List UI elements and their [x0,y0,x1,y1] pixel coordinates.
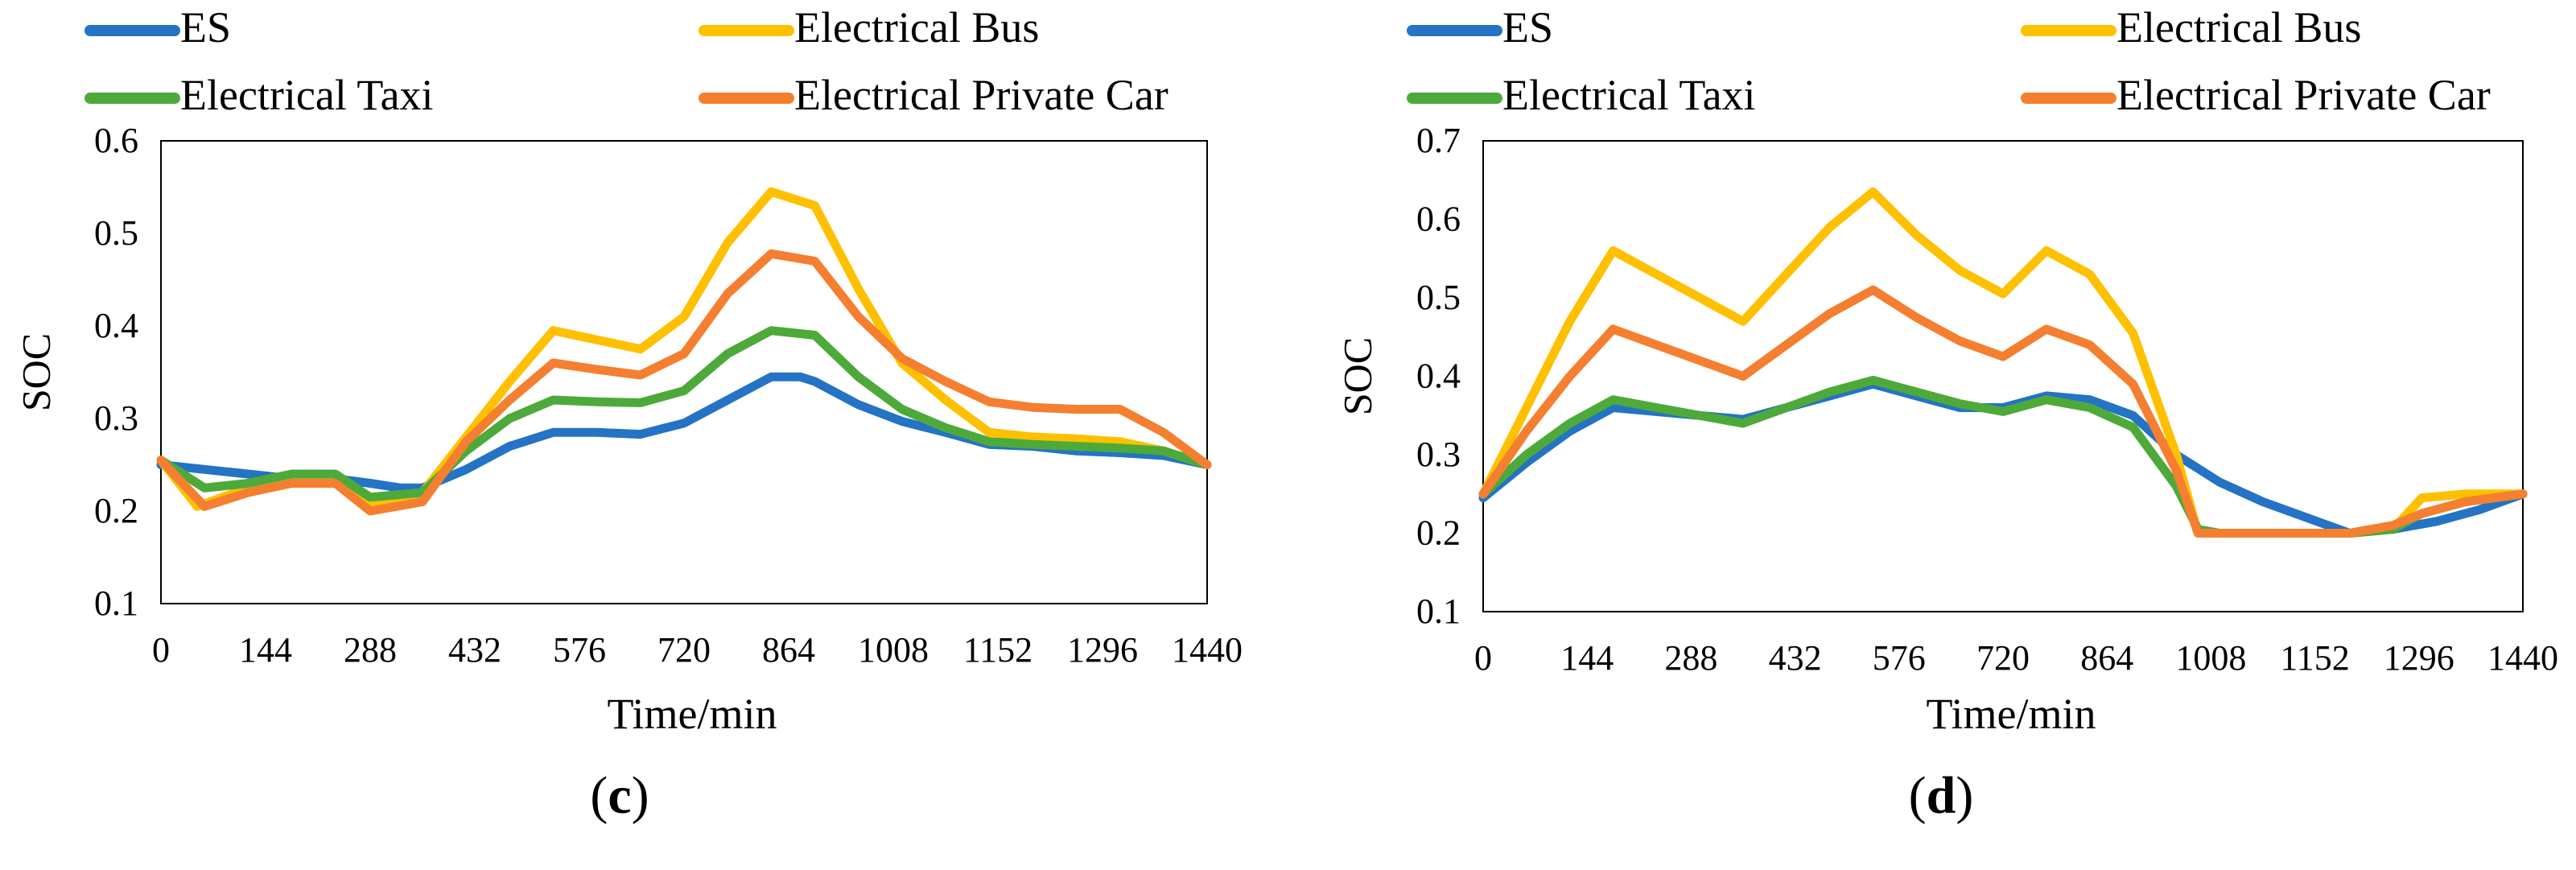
x-tick-label: 432 [448,630,501,670]
x-tick-label: 1440 [2487,638,2558,678]
plot-area-frame [1482,140,2524,612]
panel-label: (c) [590,766,649,825]
x-tick-label: 864 [762,630,815,670]
y-tick-label: 0.1 [1416,592,1461,631]
y-tick-label: 0.7 [1416,121,1461,160]
legend-label: Electrical Bus [794,3,1039,52]
y-tick-label: 0.4 [94,306,138,345]
y-axis-title: SOC [13,333,58,411]
legend-label: Electrical Private Car [794,71,1168,119]
x-tick-label: 576 [553,630,606,670]
panel-label-part: d [1927,766,1956,825]
x-axis-title: Time/min [607,690,777,738]
plot-area-frame [160,140,1208,604]
x-tick-label: 144 [1560,638,1614,678]
y-tick-label: 0.3 [94,398,138,438]
legend-label: Electrical Taxi [1502,71,1756,119]
panel-label: (d) [1909,766,1974,825]
x-tick-label: 720 [657,630,711,670]
x-tick-label: 288 [1664,638,1717,678]
y-tick-label: 0.5 [94,213,138,253]
x-tick-label: 0 [1474,638,1492,678]
legend-label: Electrical Taxi [180,71,434,119]
x-tick-label: 144 [239,630,292,670]
chart-panel-c: 0.1 0.2 0.3 0.4 0.5 0.6 0 144 288 432 576 720 864 100… [13,3,1243,825]
panel-label-part: ) [632,766,649,825]
x-tick-label: 576 [1873,638,1926,678]
y-tick-label: 0.5 [1416,278,1461,317]
x-tick-label: 1008 [858,630,929,670]
y-tick-label: 0.4 [1416,357,1461,396]
legend-label: Electrical Bus [2116,3,2361,52]
panel-label-part: ( [590,766,608,825]
panel-label-part: ( [1909,766,1927,825]
x-tick-label: 432 [1769,638,1822,678]
legend-label: Electrical Private Car [2116,71,2491,119]
x-tick-label: 0 [152,630,170,670]
y-tick-label: 0.1 [94,583,138,623]
x-tick-label: 1152 [963,630,1032,670]
series-line-electrical-private-car [156,249,1212,516]
series-line-electrical-private-car [1478,285,2528,538]
x-tick-label: 1008 [2175,638,2246,678]
x-tick-label: 1296 [2384,638,2454,678]
panel-label-part: c [608,766,631,825]
x-axis-title: Time/min [1926,690,2096,738]
panel-label-part: ) [1956,766,1973,825]
legend-label: ES [1502,3,1553,52]
y-tick-label: 0.2 [94,491,138,530]
x-tick-label: 1296 [1067,630,1138,670]
series-line-electrical-taxi [156,326,1212,502]
y-tick-label: 0.2 [1416,513,1461,553]
x-tick-label: 720 [1976,638,2030,678]
chart-panel-d: 0.1 0.2 0.3 0.4 0.5 0.6 0.7 0 144 288 432 576 720 864… [1334,3,2558,825]
x-tick-label: 1440 [1172,630,1243,670]
x-tick-label: 864 [2080,638,2133,678]
y-tick-label: 0.6 [1416,200,1461,239]
y-tick-label: 0.6 [94,121,138,160]
series-line-electrical-bus [1478,187,2528,538]
x-tick-label: 1152 [2280,638,2349,678]
x-tick-label: 288 [344,630,397,670]
legend-label: ES [180,3,231,52]
y-tick-label: 0.3 [1416,435,1461,474]
y-axis-title: SOC [1334,337,1379,415]
